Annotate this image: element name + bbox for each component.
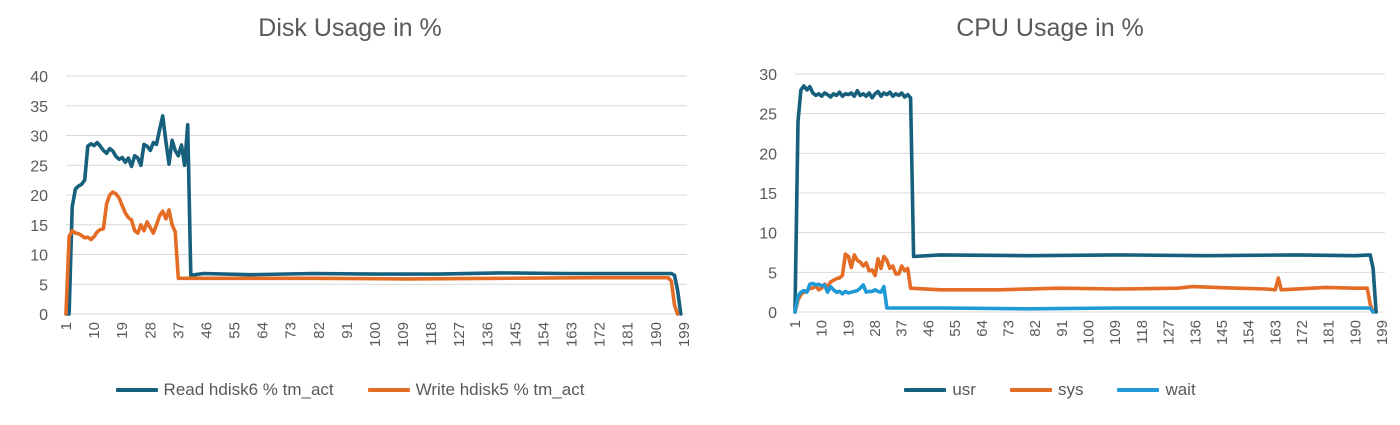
y-tick-label: 10 (30, 248, 48, 265)
x-tick-label: 190 (1347, 320, 1364, 345)
legend-swatch-wait (1117, 388, 1160, 392)
series-line-read (64, 114, 683, 316)
x-tick-label: 37 (894, 320, 911, 337)
x-tick-label: 136 (1187, 320, 1204, 345)
x-tick-label: 64 (255, 322, 272, 339)
legend-swatch-write (367, 388, 410, 392)
series-line-write (64, 190, 680, 316)
y-tick-label: 5 (39, 277, 48, 294)
chart-title: Disk Usage in % (258, 14, 442, 42)
x-tick-label: 91 (1054, 320, 1071, 337)
legend-label-read: Read hdisk6 % tm_act (163, 380, 334, 399)
x-tick-label: 145 (507, 322, 524, 347)
y-tick-label: 25 (759, 107, 777, 124)
y-tick-label: 20 (30, 188, 48, 205)
y-tick-label: 0 (39, 307, 48, 324)
x-tick-label: 172 (1294, 320, 1311, 345)
legend-swatch-read (115, 388, 158, 392)
x-tick-label: 181 (1321, 320, 1338, 345)
x-tick-label: 118 (1134, 320, 1151, 344)
x-tick-label: 55 (227, 322, 244, 339)
x-tick-label: 100 (367, 322, 384, 347)
x-tick-label: 163 (564, 322, 581, 347)
y-tick-label: 0 (768, 305, 777, 322)
legend-item-read: Read hdisk6 % tm_act (115, 380, 334, 400)
series-line-usr (793, 84, 1378, 314)
cpu-plot-area: 0 5 10 15 20 25 30 1 10 19 28 37 46 55 64 73 82 91 100 109 1… (759, 67, 1391, 345)
x-tick-label: 154 (1241, 320, 1258, 345)
legend-item-write: Write hdisk5 % tm_act (367, 380, 585, 400)
series-line-sys (793, 252, 1375, 314)
x-tick-label: 145 (1214, 320, 1231, 345)
legend-item-wait: wait (1117, 380, 1196, 400)
y-tick-label: 5 (768, 265, 777, 282)
x-tick-label: 118 (423, 322, 440, 346)
x-tick-label: 19 (114, 322, 131, 339)
x-tick-label: 172 (592, 322, 609, 347)
x-tick-label: 28 (142, 322, 159, 339)
legend-swatch-usr (904, 388, 947, 392)
legend: Read hdisk6 % tm_act Write hdisk5 % tm_a… (0, 380, 700, 400)
x-tick-label: 109 (395, 322, 412, 347)
series-line-wait (793, 281, 1375, 314)
x-tick-label: 82 (1027, 320, 1044, 337)
legend-label-sys: sys (1057, 380, 1084, 399)
x-tick-label: 190 (648, 322, 665, 347)
x-tick-label: 127 (451, 322, 468, 347)
y-tick-label: 30 (30, 129, 48, 146)
x-tick-label: 82 (311, 322, 328, 339)
x-tick-label: 55 (947, 320, 964, 337)
x-tick-label: 100 (1081, 320, 1098, 345)
y-tick-label: 20 (759, 146, 777, 163)
x-tick-label: 163 (1267, 320, 1284, 345)
legend-item-usr: usr (904, 380, 976, 400)
y-tick-label: 35 (30, 99, 48, 116)
x-tick-label: 73 (1000, 320, 1017, 337)
x-tick-label: 181 (620, 322, 637, 347)
legend-label-write: Write hdisk5 % tm_act (415, 380, 585, 399)
x-tick-label: 46 (920, 320, 937, 337)
x-tick-label: 91 (339, 322, 356, 339)
x-tick-label: 37 (170, 322, 187, 339)
x-tick-label: 10 (814, 320, 831, 337)
x-tick-label: 46 (198, 322, 215, 339)
legend-label-wait: wait (1165, 380, 1196, 399)
legend: usr sys wait (700, 380, 1400, 400)
disk-plot-area: 0 5 10 15 20 25 30 35 40 1 10 19 28 37 46 55 64 73 82 91 100… (30, 69, 693, 347)
x-tick-label: 154 (535, 322, 552, 347)
x-tick-label: 64 (974, 320, 991, 337)
y-tick-label: 40 (30, 69, 48, 86)
disk-usage-chart: Disk Usage in % 0 5 10 15 20 25 30 35 40 1 10 19 28 3… (0, 14, 700, 400)
x-tick-label: 127 (1161, 320, 1178, 345)
x-tick-label: 28 (867, 320, 884, 337)
x-tick-label: 136 (479, 322, 496, 347)
x-tick-label: 199 (676, 322, 693, 347)
x-tick-label: 10 (86, 322, 103, 339)
legend-item-sys: sys (1009, 380, 1084, 400)
x-tick-label: 109 (1107, 320, 1124, 345)
y-tick-label: 25 (30, 158, 48, 175)
x-tick-label: 19 (840, 320, 857, 337)
x-tick-label: 1 (787, 320, 804, 328)
legend-label-usr: usr (952, 380, 976, 399)
x-tick-label: 73 (283, 322, 300, 339)
x-tick-label: 199 (1374, 320, 1391, 345)
y-tick-label: 10 (759, 226, 777, 243)
y-tick-label: 15 (759, 186, 777, 203)
x-tick-label: 1 (58, 322, 75, 330)
y-tick-label: 30 (759, 67, 777, 84)
legend-swatch-sys (1009, 388, 1052, 392)
y-tick-label: 15 (30, 218, 48, 235)
chart-title: CPU Usage in % (956, 14, 1144, 42)
cpu-usage-chart: CPU Usage in % 0 5 10 15 20 25 30 1 10 19 28 37 46 55… (700, 0, 1400, 425)
